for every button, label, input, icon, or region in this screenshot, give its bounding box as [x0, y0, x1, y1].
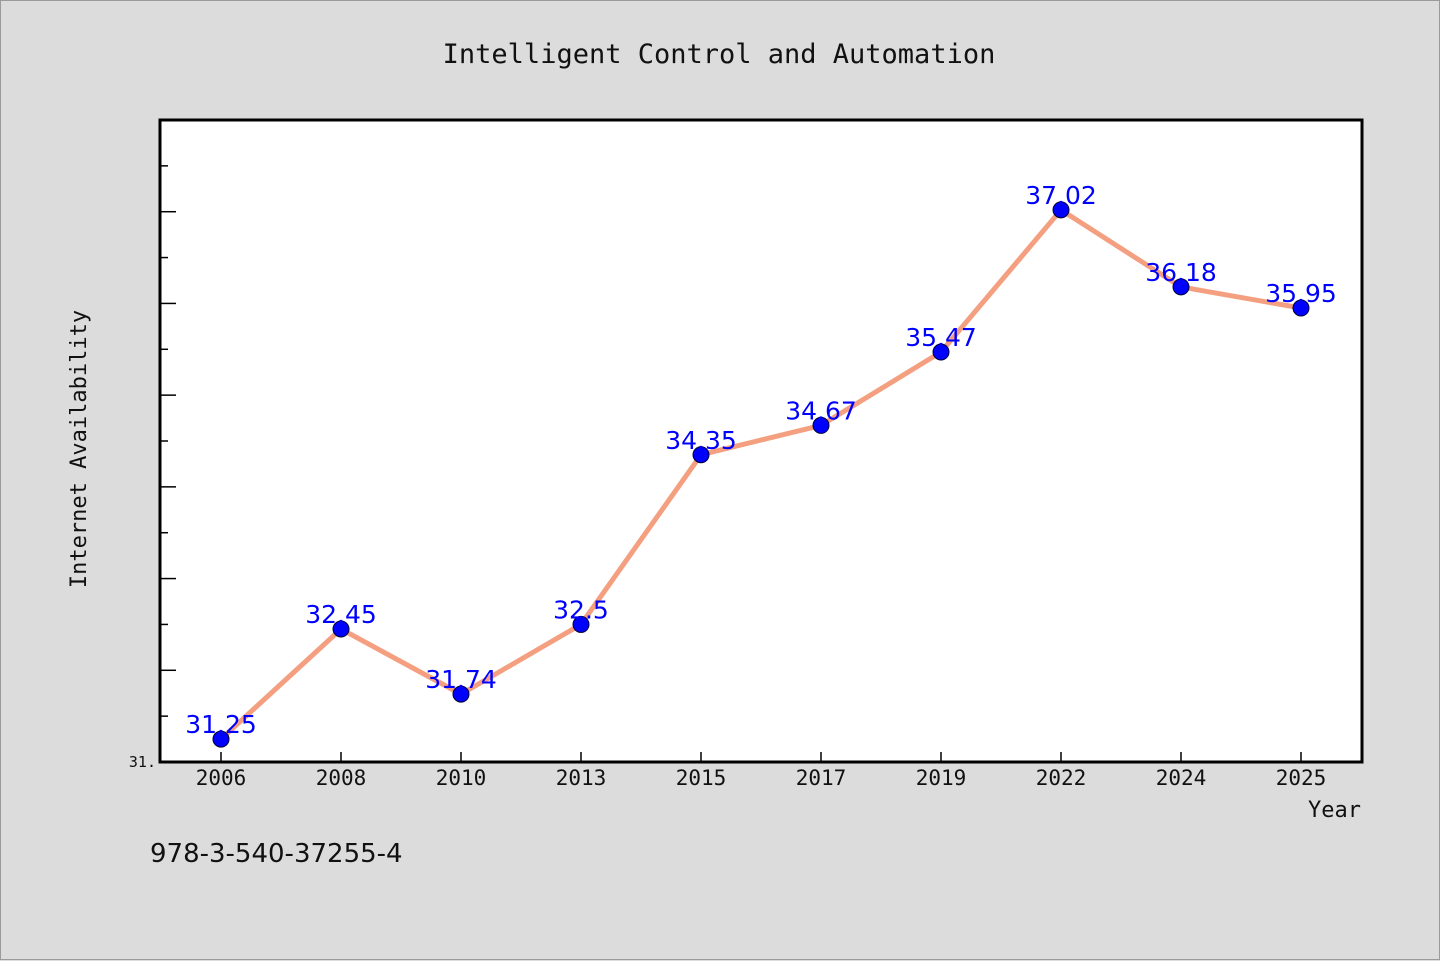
data-label: 32.5	[553, 595, 609, 624]
x-tick-label: 2008	[316, 766, 367, 790]
data-label: 31.25	[185, 710, 257, 739]
data-label: 31.74	[425, 665, 497, 694]
data-label: 32.45	[305, 600, 377, 629]
data-point	[212, 730, 230, 748]
data-point	[572, 615, 590, 633]
data-point	[1172, 278, 1190, 296]
data-label: 36.18	[1145, 258, 1217, 287]
x-tick-label: 2025	[1276, 766, 1327, 790]
y-axis-title: Internet Availability	[67, 310, 92, 588]
x-tick-label: 2022	[1036, 766, 1087, 790]
data-label: 34.67	[785, 396, 857, 425]
plot-frame	[158, 118, 1364, 764]
x-tick-label: 2017	[796, 766, 847, 790]
data-point	[332, 620, 350, 638]
data-point	[932, 343, 950, 361]
data-label: 35.47	[905, 323, 977, 352]
data-point	[812, 416, 830, 434]
y-tick-label: 31.	[129, 753, 156, 771]
data-label: 37.02	[1025, 181, 1097, 210]
x-tick-label: 2006	[196, 766, 247, 790]
x-tick-label: 2013	[556, 766, 607, 790]
data-point	[1292, 299, 1310, 317]
x-tick-label: 2024	[1156, 766, 1207, 790]
x-axis-ticks: 2006 2008 2010 2013 2015 2017 2019 2022 2024 2025	[196, 752, 1327, 790]
data-labels: 31.25 32.45 31.74 32.5 34.35 34.67 35.47 37.02 3…	[185, 181, 1337, 739]
data-point	[452, 685, 470, 703]
x-tick-label: 2015	[676, 766, 727, 790]
x-tick-label: 2019	[916, 766, 967, 790]
data-points	[212, 201, 1310, 748]
isbn-footer-text: 978-3-540-37255-4	[150, 839, 403, 869]
series-line	[218, 207, 1304, 742]
chart-title: Intelligent Control and Automation	[443, 39, 996, 70]
data-point	[692, 446, 710, 464]
x-axis-title: Year	[1308, 798, 1361, 823]
data-point	[1052, 201, 1070, 219]
x-tick-label: 2010	[436, 766, 487, 790]
data-label: 34.35	[665, 426, 737, 455]
data-label: 35.95	[1265, 279, 1337, 308]
